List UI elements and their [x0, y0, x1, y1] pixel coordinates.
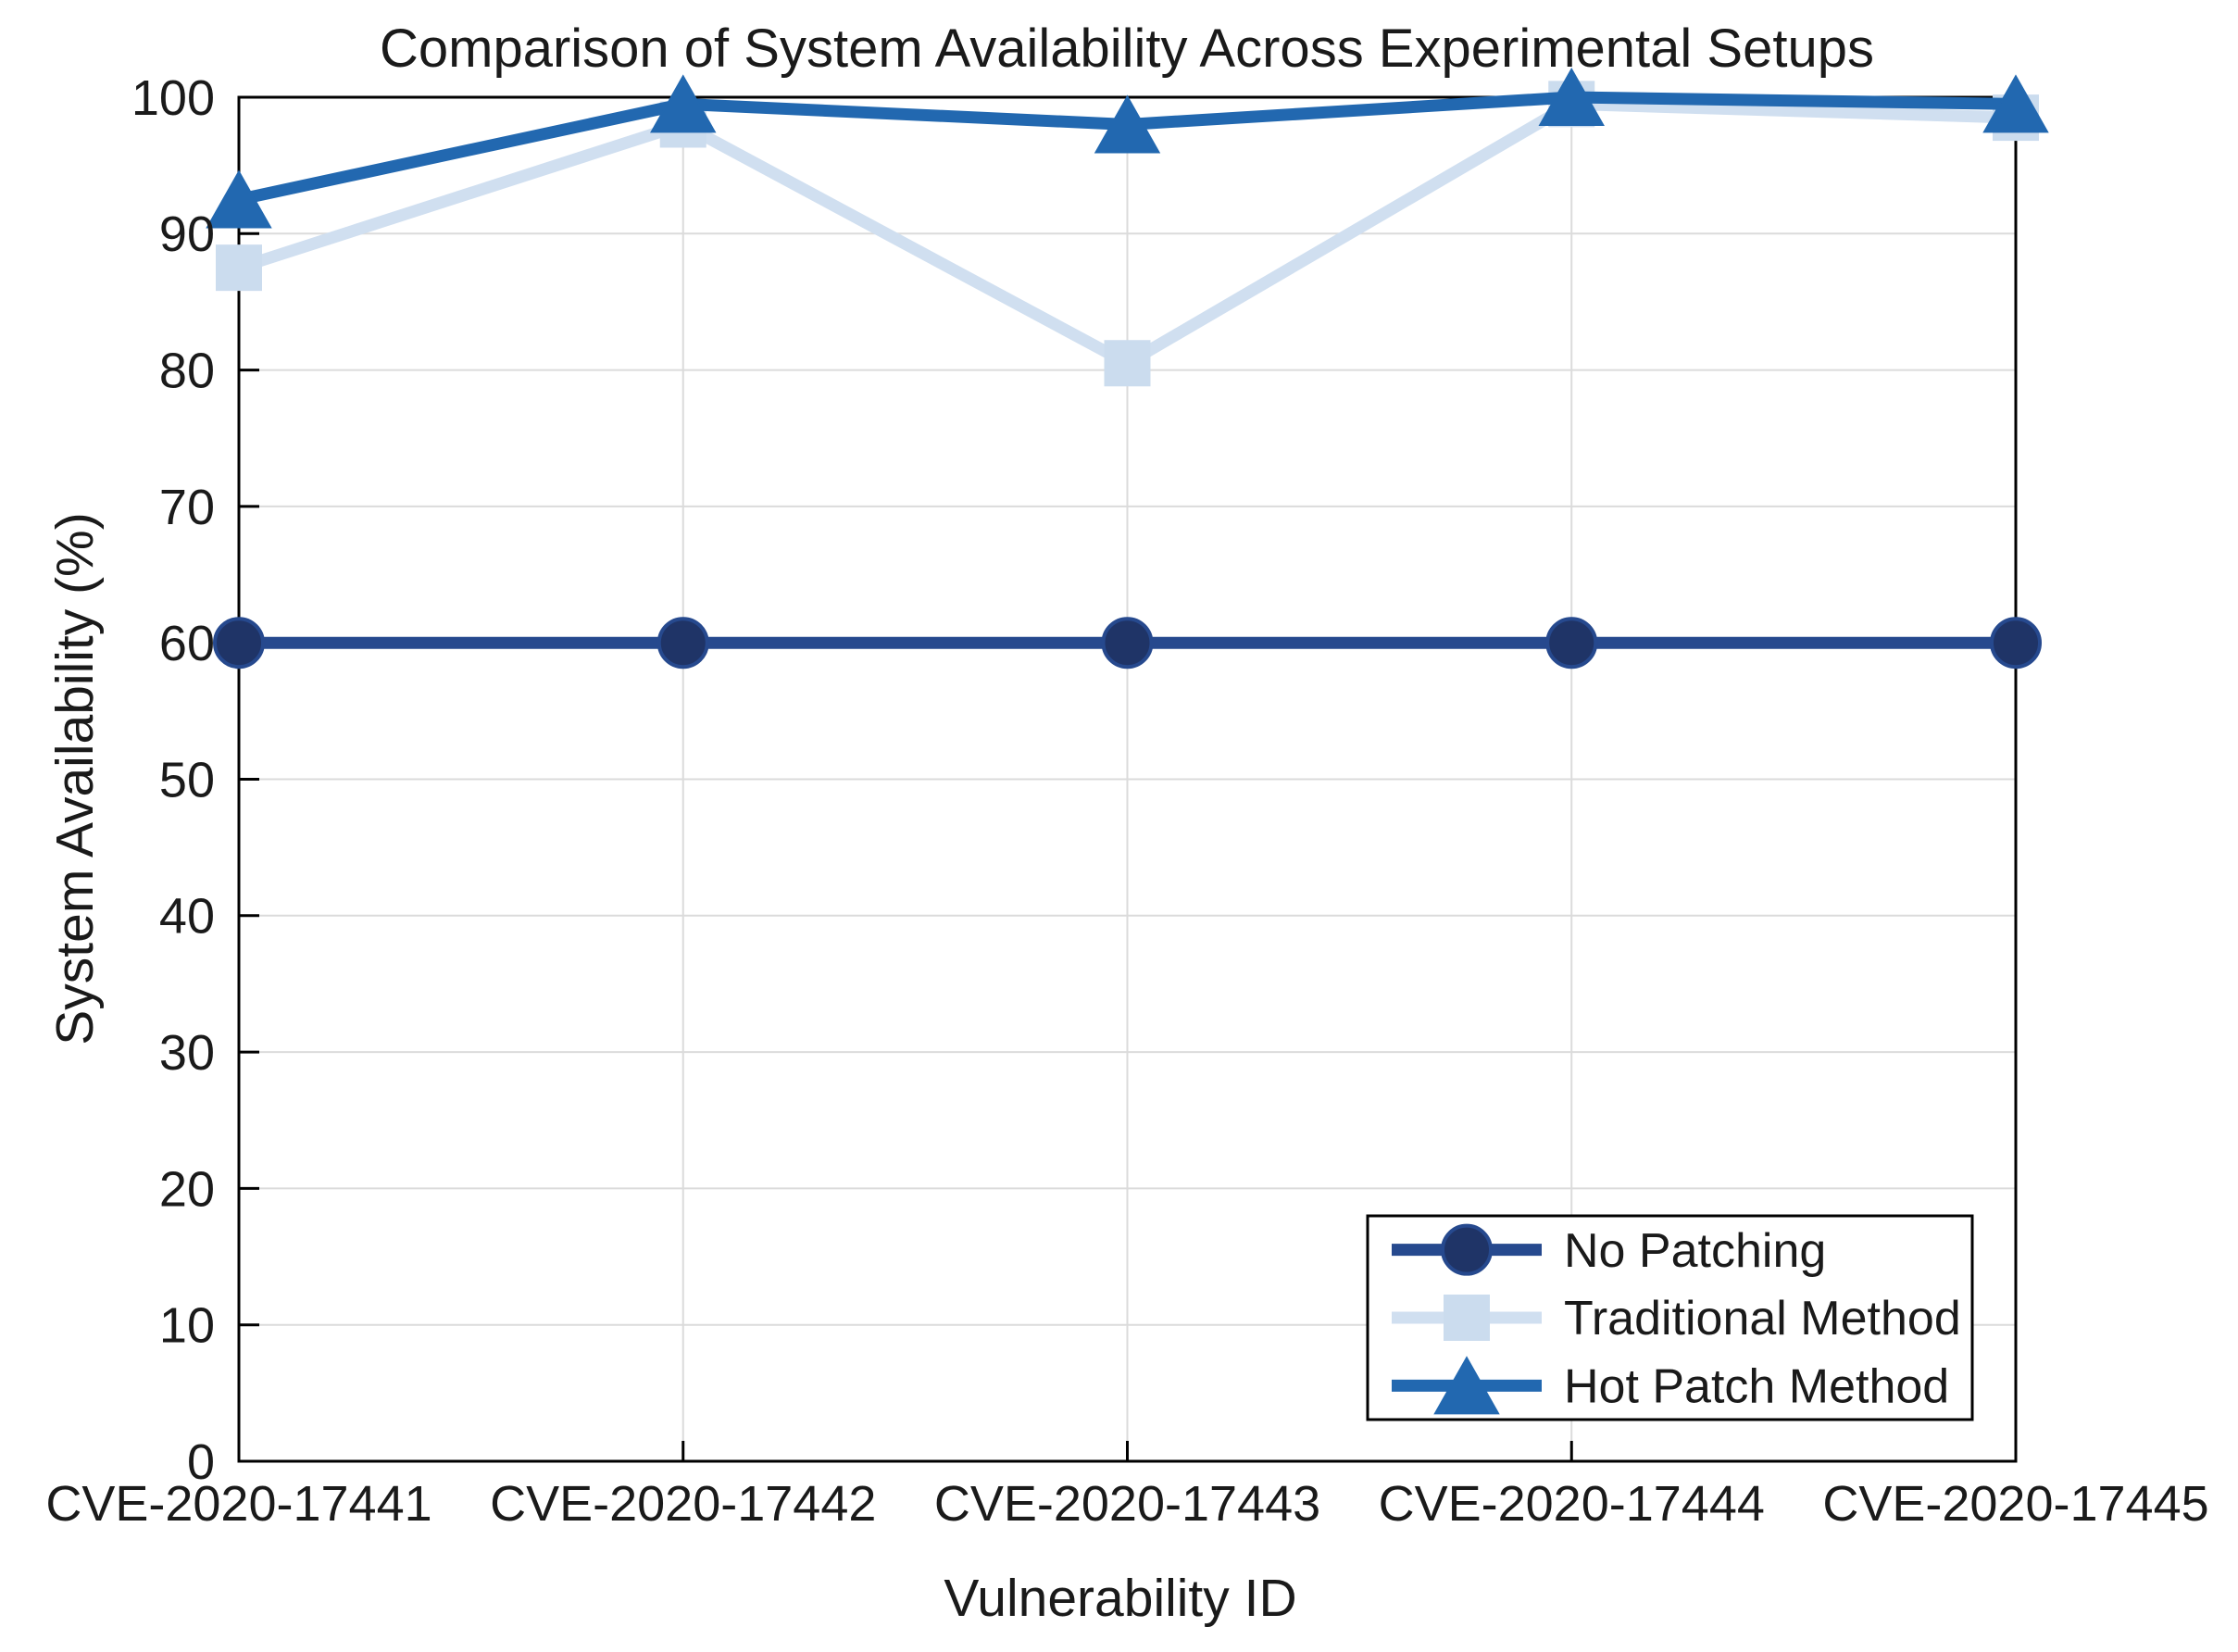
legend-item-no-patching: No Patching: [1392, 1223, 1826, 1278]
y-tick-label: 0: [187, 1434, 215, 1490]
y-tick-label: 50: [159, 752, 215, 807]
y-tick-label: 100: [131, 70, 215, 126]
legend-label: No Patching: [1564, 1224, 1826, 1278]
y-tick-label: 80: [159, 344, 215, 399]
series-no-patching: [213, 617, 2042, 670]
series-no-patching-circle-marker: [1545, 617, 1598, 670]
y-tick-label: 10: [159, 1298, 215, 1354]
y-tick-label: 60: [159, 616, 215, 671]
legend: No Patching Traditional Method Hot Patch M…: [1366, 1214, 1974, 1421]
x-tick-label: CVE-2020-17442: [490, 1476, 876, 1532]
y-tick-label: 40: [159, 889, 215, 945]
x-tick-label: CVE-2020-17444: [1379, 1476, 1765, 1532]
legend-triangle-marker: [1433, 1356, 1500, 1415]
legend-item-traditional-method: Traditional Method: [1392, 1292, 1961, 1345]
y-tick-label: 30: [159, 1025, 215, 1081]
series-no-patching-circle-marker: [656, 617, 709, 670]
y-tick-label: 70: [159, 480, 215, 535]
legend-label: Hot Patch Method: [1564, 1360, 1949, 1414]
series-hot-patch-method: [206, 67, 2049, 229]
x-tick-label: CVE-2020-17445: [1822, 1476, 2208, 1532]
x-tick-label: CVE-2020-17443: [934, 1476, 1320, 1532]
series-layer: [206, 67, 2049, 670]
y-tick-label: 90: [159, 206, 215, 262]
series-traditional-method-square-marker: [1104, 340, 1151, 387]
x-tick-label: CVE-2020-17441: [45, 1476, 431, 1532]
series-hot-patch-method-triangle-marker: [206, 169, 272, 229]
series-no-patching-circle-marker: [1101, 617, 1154, 670]
legend-square-marker: [1444, 1295, 1490, 1341]
legend-label: Traditional Method: [1564, 1292, 1961, 1345]
legend-item-hot-patch-method: Hot Patch Method: [1392, 1356, 1949, 1415]
series-hot-patch-method-triangle-marker: [650, 74, 717, 133]
series-hot-patch-method-triangle-marker: [1538, 67, 1605, 126]
x-axis-label: Vulnerability ID: [944, 1569, 1296, 1628]
y-tick-label: 20: [159, 1161, 215, 1217]
y-axis-label: System Availability (%): [45, 512, 105, 1045]
series-no-patching-circle-marker: [213, 617, 265, 670]
series-no-patching-circle-marker: [1990, 617, 2042, 670]
series-hot-patch-method-triangle-marker: [1094, 94, 1161, 154]
series-traditional-method-square-marker: [216, 244, 262, 292]
chart-title: Comparison of System Availability Across…: [380, 19, 1874, 79]
legend-circle-marker: [1441, 1223, 1493, 1276]
series-hot-patch-method-triangle-marker: [1982, 74, 2049, 133]
tick-labels-layer: 0 10 20 30 40 50 60 70 80 90 100 CVE-2020-17441 CVE-…: [45, 70, 2208, 1532]
